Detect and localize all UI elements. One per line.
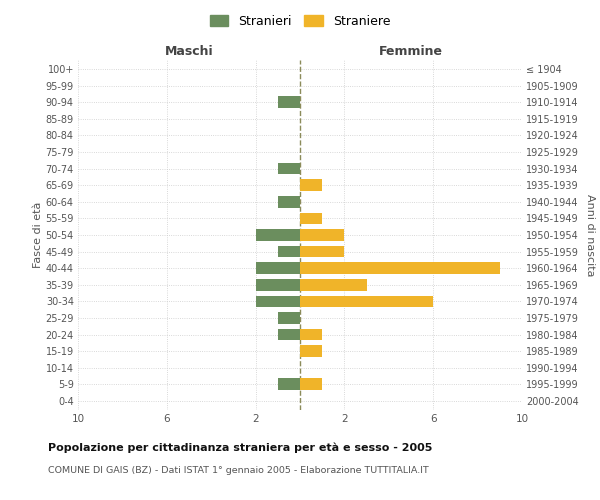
Bar [256,229,300,241]
Bar [300,279,367,290]
Bar [278,196,300,207]
Bar [278,246,300,258]
Bar [300,212,322,224]
Y-axis label: Fasce di età: Fasce di età [32,202,43,268]
Legend: Stranieri, Straniere: Stranieri, Straniere [206,11,394,32]
Text: Popolazione per cittadinanza straniera per età e sesso - 2005: Popolazione per cittadinanza straniera p… [48,442,433,453]
Text: COMUNE DI GAIS (BZ) - Dati ISTAT 1° gennaio 2005 - Elaborazione TUTTITALIA.IT: COMUNE DI GAIS (BZ) - Dati ISTAT 1° genn… [48,466,429,475]
Bar [278,312,300,324]
Text: Femmine: Femmine [379,44,443,58]
Bar [300,346,322,357]
Bar [256,296,300,307]
Bar [300,328,322,340]
Bar [300,246,344,258]
Bar [300,296,433,307]
Bar [256,262,300,274]
Bar [278,328,300,340]
Bar [300,180,322,191]
Text: Maschi: Maschi [164,44,214,58]
Bar [278,378,300,390]
Bar [256,279,300,290]
Bar [300,229,344,241]
Bar [300,262,500,274]
Bar [278,96,300,108]
Bar [300,378,322,390]
Y-axis label: Anni di nascita: Anni di nascita [584,194,595,276]
Bar [278,163,300,174]
